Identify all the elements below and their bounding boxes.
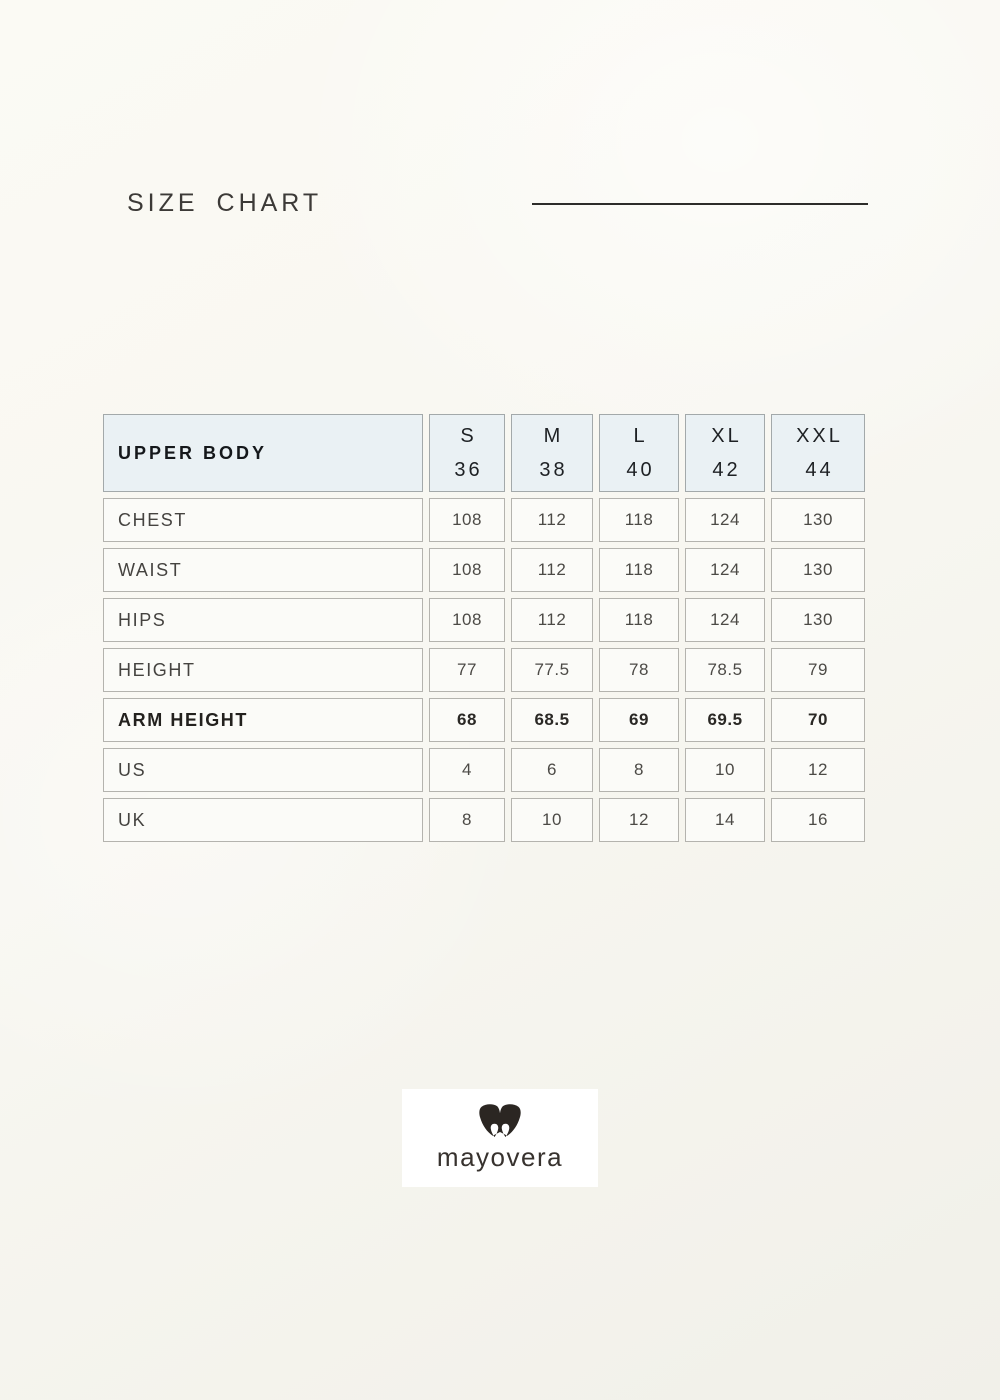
size-number: 40 xyxy=(626,458,655,481)
value-cell: 112 xyxy=(511,498,593,542)
value-cell: 68.5 xyxy=(511,698,593,742)
value-cell: 69 xyxy=(599,698,679,742)
size-column-header-xl: XL 42 xyxy=(685,414,765,492)
value-cell: 108 xyxy=(429,548,505,592)
value-cell: 12 xyxy=(771,748,865,792)
value-cell: 79 xyxy=(771,648,865,692)
value-cell: 118 xyxy=(599,548,679,592)
value-cell: 130 xyxy=(771,548,865,592)
size-number: 42 xyxy=(712,458,741,481)
row-label-cell: US xyxy=(103,748,423,792)
size-column-header-s: S 36 xyxy=(429,414,505,492)
brand-name: mayovera xyxy=(436,1142,564,1172)
value-cell: 8 xyxy=(429,798,505,842)
page-title: SIZE CHART xyxy=(127,189,323,217)
size-letter: S xyxy=(460,424,477,447)
value-cell: 118 xyxy=(599,498,679,542)
row-label-cell: CHEST xyxy=(103,498,423,542)
row-label-cell: UK xyxy=(103,798,423,842)
value-cell: 124 xyxy=(685,498,765,542)
value-cell: 108 xyxy=(429,498,505,542)
value-cell: 10 xyxy=(511,798,593,842)
value-cell: 108 xyxy=(429,598,505,642)
butterfly-m-logo-icon xyxy=(477,1103,523,1139)
row-label-cell: WAIST xyxy=(103,548,423,592)
value-cell: 12 xyxy=(599,798,679,842)
value-cell: 78 xyxy=(599,648,679,692)
value-cell: 10 xyxy=(685,748,765,792)
value-cell: 130 xyxy=(771,498,865,542)
size-table: UPPER BODY S 36 M 38 L 40 XL 42 XXL 44 xyxy=(103,414,865,842)
value-cell: 4 xyxy=(429,748,505,792)
value-cell: 68 xyxy=(429,698,505,742)
value-cell: 6 xyxy=(511,748,593,792)
value-cell: 16 xyxy=(771,798,865,842)
row-label-cell: HIPS xyxy=(103,598,423,642)
title-divider-line xyxy=(532,203,868,205)
size-number: 36 xyxy=(454,458,483,481)
value-cell: 112 xyxy=(511,548,593,592)
value-cell: 124 xyxy=(685,548,765,592)
value-cell: 130 xyxy=(771,598,865,642)
value-cell: 78.5 xyxy=(685,648,765,692)
value-cell: 124 xyxy=(685,598,765,642)
size-column-header-xxl: XXL 44 xyxy=(771,414,865,492)
value-cell: 70 xyxy=(771,698,865,742)
value-cell: 112 xyxy=(511,598,593,642)
size-number: 44 xyxy=(805,458,834,481)
value-cell: 14 xyxy=(685,798,765,842)
value-cell: 69.5 xyxy=(685,698,765,742)
value-cell: 77 xyxy=(429,648,505,692)
row-label-cell: HEIGHT xyxy=(103,648,423,692)
size-letter: L xyxy=(633,424,648,447)
size-letter: M xyxy=(543,424,564,447)
size-column-header-l: L 40 xyxy=(599,414,679,492)
size-letter: XXL xyxy=(796,424,843,447)
size-number: 38 xyxy=(539,458,568,481)
table-header-label: UPPER BODY xyxy=(103,414,423,492)
row-label-cell: ARM HEIGHT xyxy=(103,698,423,742)
value-cell: 77.5 xyxy=(511,648,593,692)
size-column-header-m: M 38 xyxy=(511,414,593,492)
value-cell: 8 xyxy=(599,748,679,792)
brand-card: mayovera xyxy=(402,1089,598,1187)
value-cell: 118 xyxy=(599,598,679,642)
size-letter: XL xyxy=(711,424,742,447)
